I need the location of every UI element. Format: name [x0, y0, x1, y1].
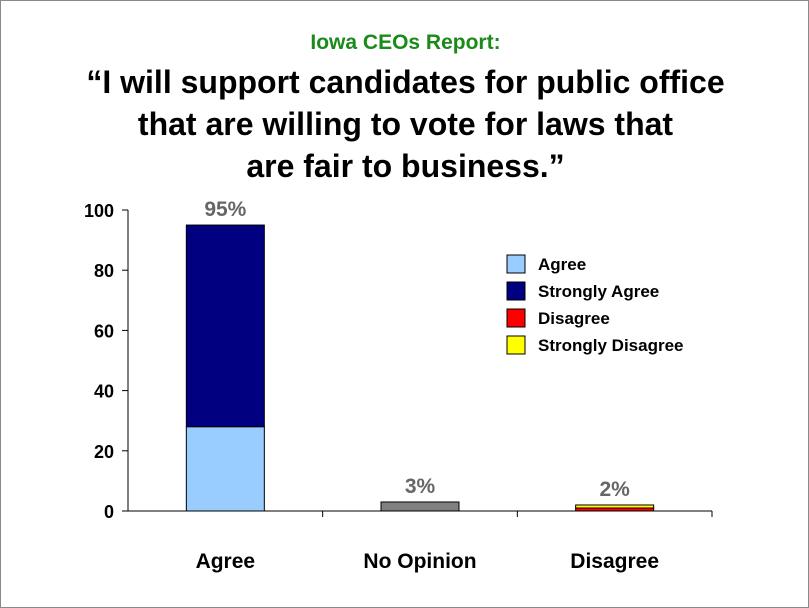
y-tick-label: 100 [84, 201, 114, 221]
legend-swatch [506, 308, 526, 328]
legend-label: Disagree [538, 309, 610, 328]
legend-label: Strongly Disagree [538, 336, 684, 355]
y-tick-label: 0 [104, 502, 114, 522]
chart-title-line: “I will support candidates for public of… [86, 64, 725, 100]
data-label: 3% [405, 475, 436, 498]
bar-agree-agree [185, 426, 265, 512]
legend-swatch [506, 254, 526, 274]
legend-swatch [506, 281, 526, 301]
chart-subtitle: Iowa CEOs Report: [310, 31, 501, 54]
chart-title: “I will support candidates for public of… [1, 61, 809, 187]
legend-label: Strongly Agree [538, 282, 659, 301]
x-category-label: Agree [196, 550, 256, 573]
bar-no-opinion [380, 501, 460, 512]
legend-swatch [506, 335, 526, 355]
bar-strongly-agree-agree [185, 224, 265, 428]
bar-strongly-disagree-disagree [575, 504, 655, 509]
y-tick-label: 20 [94, 442, 114, 462]
y-tick-label: 40 [94, 382, 114, 402]
chart-title-line: are fair to business.” [246, 148, 565, 184]
y-tick-label: 80 [94, 261, 114, 281]
y-tick-label: 60 [94, 321, 114, 341]
x-category-label: No Opinion [363, 550, 476, 573]
data-label: 2% [599, 478, 630, 501]
legend-label: Agree [538, 255, 586, 274]
data-label: 95% [204, 198, 246, 221]
x-category-label: Disagree [570, 550, 659, 573]
chart-title-line: that are willing to vote for laws that [137, 106, 674, 142]
